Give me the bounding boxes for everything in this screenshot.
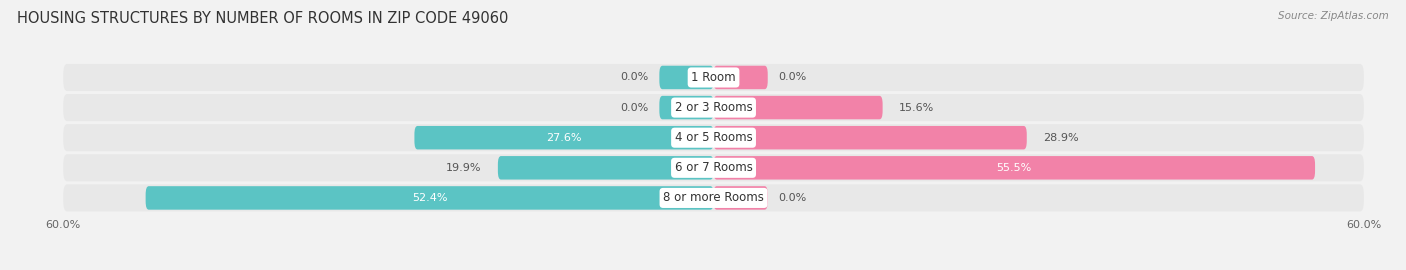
Text: 0.0%: 0.0% (620, 72, 648, 82)
FancyBboxPatch shape (713, 96, 883, 119)
FancyBboxPatch shape (63, 124, 1364, 151)
FancyBboxPatch shape (713, 126, 1026, 149)
Text: 19.9%: 19.9% (446, 163, 482, 173)
FancyBboxPatch shape (146, 186, 713, 210)
FancyBboxPatch shape (659, 66, 713, 89)
Text: 4 or 5 Rooms: 4 or 5 Rooms (675, 131, 752, 144)
FancyBboxPatch shape (498, 156, 713, 180)
FancyBboxPatch shape (713, 186, 768, 210)
Text: 15.6%: 15.6% (898, 103, 934, 113)
Text: 2 or 3 Rooms: 2 or 3 Rooms (675, 101, 752, 114)
Text: 0.0%: 0.0% (620, 103, 648, 113)
Text: 0.0%: 0.0% (779, 72, 807, 82)
Text: 6 or 7 Rooms: 6 or 7 Rooms (675, 161, 752, 174)
FancyBboxPatch shape (415, 126, 713, 149)
Text: 1 Room: 1 Room (692, 71, 735, 84)
Text: 52.4%: 52.4% (412, 193, 447, 203)
Text: 28.9%: 28.9% (1043, 133, 1078, 143)
Text: HOUSING STRUCTURES BY NUMBER OF ROOMS IN ZIP CODE 49060: HOUSING STRUCTURES BY NUMBER OF ROOMS IN… (17, 11, 508, 26)
Text: 0.0%: 0.0% (779, 193, 807, 203)
FancyBboxPatch shape (63, 184, 1364, 211)
FancyBboxPatch shape (713, 156, 1315, 180)
FancyBboxPatch shape (63, 154, 1364, 181)
Text: Source: ZipAtlas.com: Source: ZipAtlas.com (1278, 11, 1389, 21)
FancyBboxPatch shape (659, 96, 713, 119)
Text: 8 or more Rooms: 8 or more Rooms (664, 191, 763, 204)
FancyBboxPatch shape (63, 64, 1364, 91)
FancyBboxPatch shape (713, 66, 768, 89)
Text: 55.5%: 55.5% (997, 163, 1032, 173)
FancyBboxPatch shape (63, 94, 1364, 121)
Text: 27.6%: 27.6% (547, 133, 582, 143)
